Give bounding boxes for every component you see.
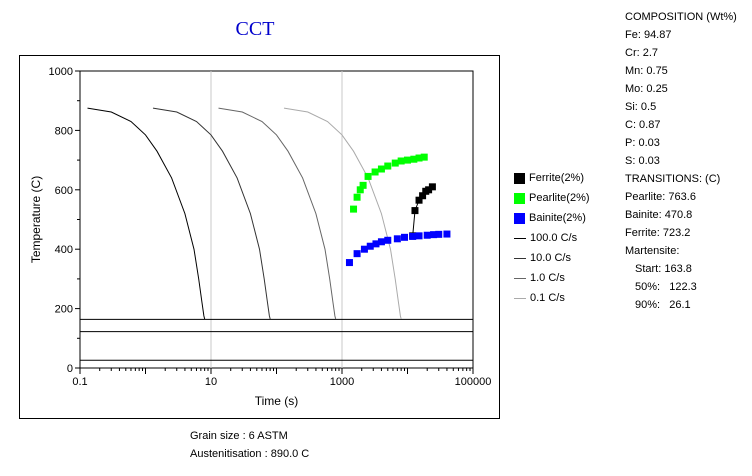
legend-label-10: 10.0 C/s [530,252,571,264]
data-point [411,207,419,215]
data-point [415,232,423,240]
data-point [419,192,427,200]
y-tick-label: 1000 [49,66,73,78]
y-tick-label: 200 [55,304,73,316]
cooling-curve [283,107,402,320]
y-tick-label: 0 [67,363,73,375]
data-point [384,162,392,170]
x-tick-label: 0.1 [72,376,87,388]
data-point [404,156,411,164]
data-point [371,168,379,176]
composition-si: Si: 0.5 [625,101,657,113]
composition-mo: Mo: 0.25 [625,83,668,95]
line-swatch-100 [514,237,526,239]
pearlite-swatch [514,192,525,204]
legend: Ferrite(2%) Pearlite(2%) Bainite(2%) 100… [514,168,590,308]
data-point [415,196,423,204]
composition-s: S: 0.03 [625,155,660,167]
data-point [345,259,353,267]
legend-item-ferrite: Ferrite(2%) [514,168,590,188]
martensite-90: 90%: 26.1 [635,299,691,311]
data-point [410,155,418,163]
cooling-curve [152,107,271,320]
cooling-curve [87,107,206,320]
data-point [425,186,433,194]
data-point [415,154,423,162]
legend-label-bainite: Bainite(2%) [529,212,586,224]
grain-size-label: Grain size : 6 ASTM [190,430,288,442]
composition-p: P: 0.03 [625,137,660,149]
y-tick-label: 800 [55,125,73,137]
data-point [397,157,405,165]
legend-item-100: 100.0 C/s [514,228,590,248]
legend-label-1: 1.0 C/s [530,272,565,284]
chart-title: CCT [235,18,275,40]
data-point [391,159,399,167]
data-point [372,240,380,248]
info-panel: COMPOSITION (Wt%) Fe: 94.87 Cr: 2.7 Mn: … [625,8,737,314]
transition-bainite: Bainite: 470.8 [625,209,693,221]
x-tick-label: 10 [205,376,217,388]
legend-item-0-1: 0.1 C/s [514,288,590,308]
transitions-title: TRANSITIONS: (C) [625,173,721,185]
line-swatch-0-1 [514,297,526,299]
y-tick-label: 400 [55,244,73,256]
data-point [359,181,367,189]
data-point [384,236,392,244]
data-point [401,233,409,241]
data-point [364,172,372,180]
line-swatch-10 [514,257,526,259]
legend-item-bainite: Bainite(2%) [514,208,590,228]
legend-label-0-1: 0.1 C/s [530,292,565,304]
composition-cr: Cr: 2.7 [625,47,659,59]
composition-title: COMPOSITION (Wt%) [625,11,737,23]
ferrite-swatch [514,172,525,184]
legend-item-10: 10.0 C/s [514,248,590,268]
legend-label-pearlite: Pearlite(2%) [529,192,590,204]
y-tick-label: 600 [55,185,73,197]
x-tick-label: 1000 [330,376,354,388]
y-axis-label: Temperature (C) [29,176,43,263]
data-point [420,153,428,161]
plot-frame [19,55,500,419]
austenitisation-label: Austenitisation : 890.0 C [190,448,310,460]
data-point [366,242,374,250]
data-point [443,230,451,238]
composition-fe: Fe: 94.87 [625,29,672,41]
data-point [430,231,438,239]
data-point [409,232,417,240]
data-point [377,238,385,246]
bainite-swatch [514,212,525,224]
x-axis-label: Time (s) [255,394,299,408]
line-swatch-1 [514,277,526,279]
data-point [423,231,431,239]
legend-label-ferrite: Ferrite(2%) [529,172,585,184]
data-point [435,230,443,238]
martensite-start: Start: 163.8 [635,263,692,275]
data-point [356,186,364,194]
data-point [377,165,385,173]
data-point [350,205,358,213]
martensite-50: 50%: 122.3 [635,281,697,293]
data-point [353,193,361,201]
martensite-title: Martensite: [625,245,680,257]
transition-pearlite: Pearlite: 763.6 [625,191,696,203]
data-point [353,250,361,258]
composition-mn: Mn: 0.75 [625,65,668,77]
legend-item-1: 1.0 C/s [514,268,590,288]
x-tick-label: 100000 [455,376,492,388]
data-point [428,183,436,191]
cooling-curve [218,107,337,320]
transition-ferrite: Ferrite: 723.2 [625,227,691,239]
data-point [393,235,401,243]
data-point [360,245,368,253]
legend-item-pearlite: Pearlite(2%) [514,188,590,208]
composition-c: C: 0.87 [625,119,661,131]
legend-label-100: 100.0 C/s [530,232,578,244]
